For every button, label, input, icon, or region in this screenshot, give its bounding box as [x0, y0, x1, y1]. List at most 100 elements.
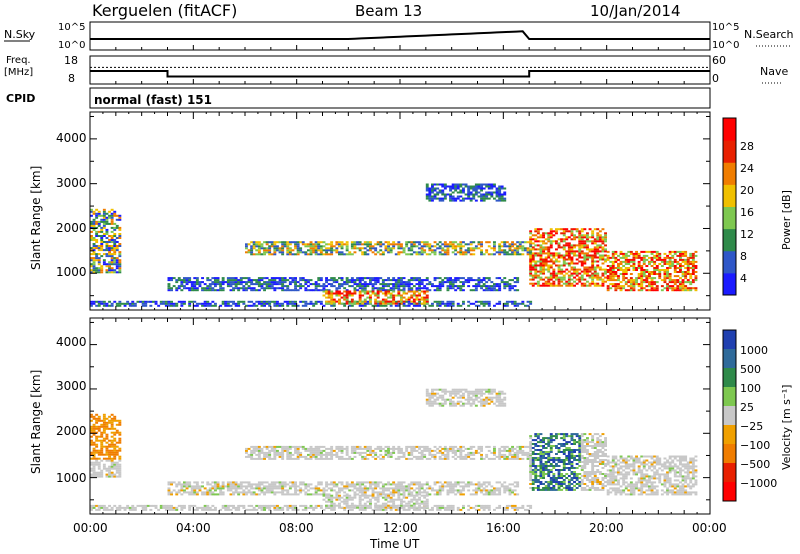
velocity-cell [330, 457, 334, 460]
power-cell [557, 254, 561, 257]
velocity-cell [449, 483, 452, 486]
power-cell [317, 300, 321, 303]
power-cell [397, 247, 401, 250]
power-cell [536, 244, 540, 247]
velocity-cell [312, 451, 316, 454]
power-cell [629, 258, 633, 261]
power-cell [115, 247, 119, 250]
power-cell [493, 289, 496, 292]
power-cell [436, 277, 440, 280]
velocity-cell [508, 493, 512, 496]
power-cell [503, 285, 507, 288]
power-cell [183, 300, 186, 303]
velocity-cell [278, 485, 282, 488]
power-cell [513, 277, 517, 280]
power-cell [314, 243, 318, 246]
power-cell [115, 261, 119, 264]
power-cell [451, 304, 455, 307]
power-cell [188, 304, 192, 307]
power-cell [601, 272, 605, 275]
velocity-cell [415, 508, 419, 511]
velocity-cell [518, 449, 522, 452]
velocity-cell [250, 508, 254, 511]
power-cell [619, 267, 623, 269]
velocity-cell [446, 453, 450, 456]
power-cell [689, 277, 693, 280]
power-cell [356, 243, 359, 246]
power-cell [229, 277, 233, 280]
power-cell [529, 266, 533, 269]
power-cell [402, 251, 406, 254]
power-cell [660, 258, 664, 261]
velocity-cell [327, 506, 331, 509]
velocity-cell [327, 457, 331, 460]
velocity-cell [361, 481, 365, 484]
velocity-cell [366, 445, 370, 448]
power-cell [565, 250, 569, 253]
power-cell [397, 281, 401, 284]
power-cell [250, 300, 254, 303]
power-cell [273, 287, 277, 290]
power-cell [570, 252, 574, 255]
velocity-cell [498, 449, 502, 452]
velocity-cell [291, 508, 295, 511]
power-cell [242, 289, 246, 292]
power-cell [498, 191, 502, 194]
power-cell [477, 279, 481, 282]
velocity-cell [278, 481, 282, 484]
velocity-cell [172, 481, 176, 484]
power-cell [348, 300, 352, 303]
power-cell [100, 245, 104, 247]
velocity-cell [141, 506, 145, 509]
power-cell [598, 236, 602, 239]
power-cell [632, 287, 636, 290]
power-cell [343, 283, 347, 286]
velocity-cell [495, 455, 499, 458]
power-cell [312, 302, 316, 305]
power-cell [601, 274, 605, 277]
power-cell [188, 287, 192, 290]
velocity-cell [361, 483, 365, 486]
power-cell [495, 283, 499, 286]
power-cell [609, 275, 613, 278]
velocity-cell [425, 449, 429, 452]
velocity-cell [232, 504, 235, 507]
velocity-cell [141, 504, 145, 507]
power-cell [495, 251, 499, 254]
velocity-cell [516, 506, 520, 509]
power-cell [547, 278, 551, 281]
power-cell [580, 228, 584, 231]
power-cell [668, 281, 672, 284]
power-cell [629, 252, 633, 255]
velocity-cell [436, 504, 440, 507]
velocity-cell [317, 457, 321, 460]
power-cell [655, 252, 659, 255]
velocity-cell [113, 439, 117, 442]
power-cell [325, 247, 328, 250]
velocity-cell [451, 455, 455, 458]
velocity-cell [418, 457, 421, 460]
velocity-cell [402, 487, 406, 490]
velocity-cell [400, 487, 403, 490]
power-cell [531, 268, 535, 271]
power-cell [679, 281, 682, 284]
power-cell [443, 251, 447, 254]
power-cell [389, 302, 393, 305]
velocity-cell [459, 491, 463, 494]
velocity-cell [288, 481, 292, 484]
power-cell [291, 279, 295, 282]
power-cell [629, 250, 633, 253]
power-cell [159, 302, 163, 305]
power-cell [529, 274, 533, 277]
velocity-cell [100, 425, 104, 428]
power-cell [410, 253, 414, 256]
velocity-cell [420, 491, 424, 494]
power-cell [322, 290, 326, 293]
power-cell [410, 245, 414, 248]
power-cell [611, 277, 615, 280]
power-cell [598, 266, 602, 269]
velocity-cell [423, 445, 427, 448]
velocity-cell [423, 447, 427, 450]
power-cell [681, 279, 685, 282]
freq-left-tick-top: 18 [64, 54, 78, 67]
